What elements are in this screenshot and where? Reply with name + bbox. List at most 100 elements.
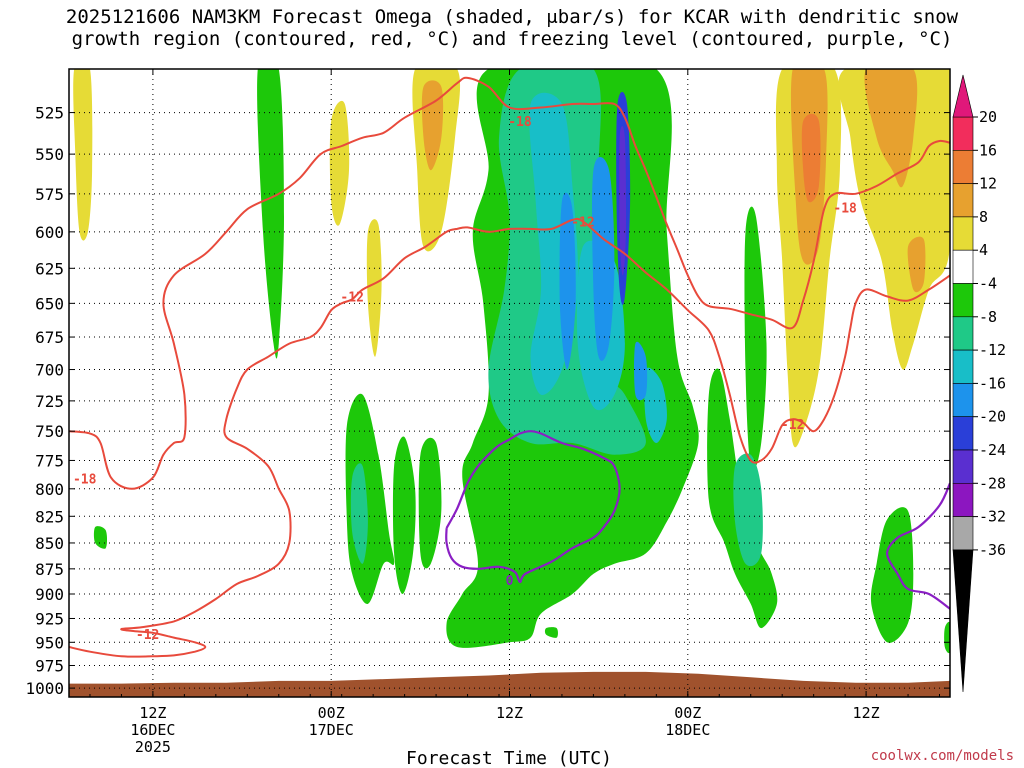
pressure-axis: 525 550 575 600 625 650 675 700 725 750 775 800 825 8… (25, 104, 950, 698)
y-tick-label: 725 (35, 392, 64, 411)
y-tick-label: 875 (35, 560, 64, 579)
contour-label: -12 (781, 418, 804, 433)
omega-region (733, 453, 763, 567)
colorbar-bin (952, 116, 974, 151)
x-tick-label: 2025 (135, 738, 171, 756)
colorbar: 20 16 12 8 4 -4 -8 -12 -16 -20 -24 -28 -32 -36 (952, 74, 1006, 693)
omega-region (592, 157, 615, 361)
omega-region (392, 436, 416, 594)
y-tick-label: 825 (35, 507, 64, 526)
contour-label: 0 (506, 574, 514, 589)
y-tick-label: 1000 (25, 679, 64, 698)
colorbar-bin (952, 349, 974, 384)
colorbar-bin (952, 516, 974, 551)
colorbar-label: -32 (979, 508, 1006, 526)
colorbar-bin (952, 249, 974, 284)
omega-region (644, 367, 667, 443)
omega-region (421, 80, 444, 171)
colorbar-bin (952, 150, 974, 184)
y-tick-label: 775 (35, 451, 64, 470)
colorbar-label: -28 (979, 474, 1006, 492)
y-tick-label: 800 (35, 480, 64, 499)
contour-labels: -18 -12 -12 -18 -12 -18 -12 0 (73, 115, 857, 643)
contour-label: -12 (571, 215, 594, 230)
title-line-2: growth region (contoured, red, °C) and f… (71, 28, 953, 50)
colorbar-top-arrow (952, 74, 974, 118)
contour-label: -18 (508, 115, 532, 130)
omega-region (559, 192, 576, 370)
colorbar-label: 20 (979, 108, 997, 126)
y-tick-label: 975 (35, 656, 64, 675)
x-tick-label: 00Z (318, 704, 345, 722)
colorbar-label: 12 (979, 175, 997, 193)
y-tick-label: 675 (35, 328, 64, 347)
colorbar-label: -16 (979, 374, 1006, 392)
omega-region (329, 100, 350, 226)
omega-region (907, 236, 926, 293)
dgz-contour-line (69, 217, 950, 658)
omega-region (707, 368, 778, 629)
y-tick-label: 950 (35, 633, 64, 652)
contour-label: -12 (136, 628, 159, 643)
colorbar-bin (952, 383, 974, 417)
x-tick-label: 00Z (674, 704, 701, 722)
contour-label: -18 (833, 202, 857, 217)
colorbar-bottom-arrow (952, 549, 974, 693)
omega-region (93, 526, 108, 549)
dgz-contour-line (69, 76, 950, 490)
colorbar-bin (952, 482, 974, 517)
colorbar-label: -20 (979, 408, 1006, 426)
grid-lines (69, 69, 950, 697)
omega-region (870, 507, 914, 643)
freezing-level-line (445, 430, 621, 584)
omega-region (634, 341, 648, 401)
omega-region (350, 463, 368, 564)
colorbar-bin (952, 316, 974, 351)
colorbar-label: -8 (979, 308, 997, 326)
freezing-level-line (885, 482, 950, 610)
omega-region (801, 113, 821, 203)
temperature-contours (69, 76, 950, 658)
chart-title: 2025121606 NAM3KM Forecast Omega (shaded… (0, 6, 1024, 50)
omega-region (864, 69, 918, 188)
omega-region (257, 69, 284, 359)
colorbar-bin (952, 283, 974, 318)
y-tick-label: 700 (35, 361, 64, 380)
title-line-1: 2025121606 NAM3KM Forecast Omega (shaded… (65, 6, 959, 28)
colorbar-label: -4 (979, 275, 997, 293)
contour-label: -12 (340, 290, 363, 305)
y-tick-label: 625 (35, 259, 64, 278)
x-tick-label: 17DEC (309, 721, 354, 739)
y-tick-label: 575 (35, 185, 64, 204)
y-tick-label: 600 (35, 223, 64, 242)
y-tick-label: 650 (35, 294, 64, 313)
contour-label: -18 (73, 473, 97, 488)
x-tick-label: 12Z (496, 704, 523, 722)
colorbar-label: -36 (979, 541, 1006, 559)
y-tick-label: 925 (35, 609, 64, 628)
x-tick-label: 12Z (853, 704, 880, 722)
colorbar-label: 4 (979, 241, 988, 259)
colorbar-bin (952, 216, 974, 251)
omega-region (944, 621, 950, 654)
colorbar-bin (952, 416, 974, 451)
y-tick-label: 550 (35, 145, 64, 164)
x-axis-title: Forecast Time (UTC) (406, 748, 612, 768)
colorbar-label: 8 (979, 208, 988, 226)
watermark: coolwx.com/models (870, 748, 1014, 764)
omega-region (544, 627, 558, 638)
colorbar-bin (952, 183, 974, 218)
omega-region (619, 126, 627, 276)
omega-region (73, 69, 93, 241)
y-tick-label: 525 (35, 104, 64, 123)
y-tick-label: 750 (35, 422, 64, 441)
x-tick-label: 12Z (139, 704, 166, 722)
x-tick-label: 16DEC (130, 721, 175, 739)
colorbar-label: -24 (979, 441, 1006, 459)
colorbar-label: -12 (979, 341, 1006, 359)
y-tick-label: 850 (35, 534, 64, 553)
omega-region (744, 206, 767, 471)
colorbar-label: 16 (979, 141, 997, 159)
